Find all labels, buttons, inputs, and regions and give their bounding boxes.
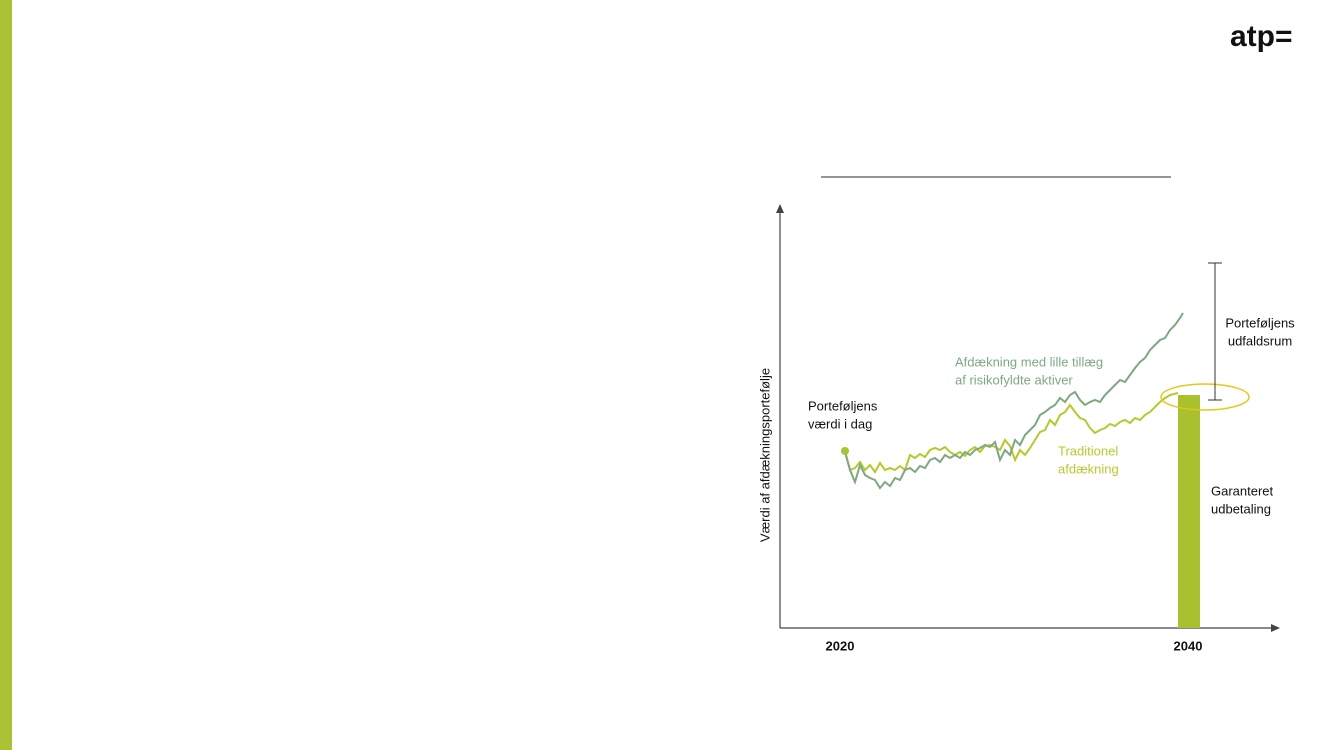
x-label: 2020 bbox=[826, 638, 855, 653]
x-arrow bbox=[1271, 624, 1280, 632]
risky-label: Afdækning med lille tillæg bbox=[955, 354, 1103, 369]
start-dot bbox=[841, 447, 849, 455]
range-label: udfaldsrum bbox=[1228, 333, 1292, 348]
traditional-line bbox=[844, 392, 1179, 474]
guaranteed-bar bbox=[1178, 395, 1200, 628]
traditional-label: Traditionel bbox=[1058, 443, 1118, 458]
guaranteed-label: udbetaling bbox=[1211, 501, 1271, 516]
accent-bar bbox=[0, 0, 12, 750]
logo: atp= bbox=[1230, 20, 1293, 53]
end-ellipse bbox=[1160, 383, 1250, 411]
range-bracket bbox=[1208, 262, 1222, 401]
range-label: Porteføljens bbox=[1225, 315, 1295, 330]
guaranteed-label: Garanteret bbox=[1211, 483, 1274, 498]
today-label: Porteføljens bbox=[808, 398, 878, 413]
today-label: værdi i dag bbox=[808, 416, 872, 431]
risky-line bbox=[844, 312, 1184, 490]
y-arrow bbox=[776, 204, 784, 213]
x-label: 2040 bbox=[1174, 638, 1203, 653]
risky-label: af risikofyldte aktiver bbox=[955, 372, 1073, 387]
traditional-label: afdækning bbox=[1058, 461, 1119, 476]
y-axis-label: Værdi af afdækningsportefølje bbox=[757, 368, 772, 542]
